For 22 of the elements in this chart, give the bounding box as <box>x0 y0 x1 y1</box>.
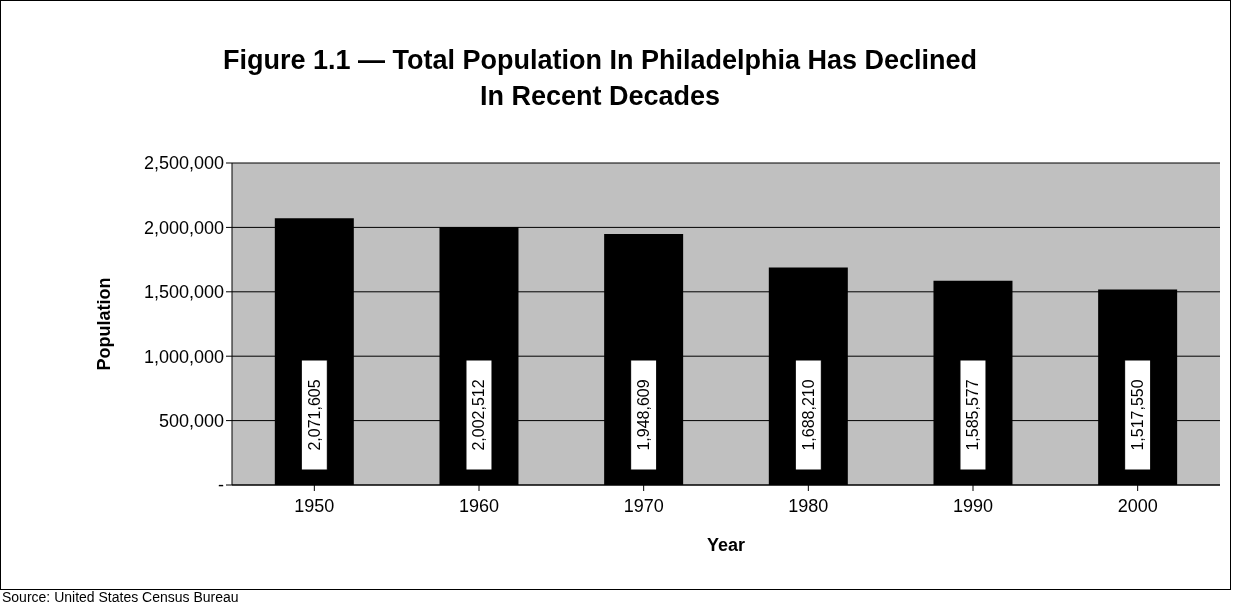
y-tick-label: 2,500,000 <box>143 153 224 174</box>
x-tick-label: 1960 <box>458 495 500 516</box>
y-axis-title: Population <box>94 277 115 371</box>
y-tick-label: 1,000,000 <box>143 346 224 367</box>
data-label: 1,585,577 <box>964 379 982 451</box>
x-tick-label: 1970 <box>623 495 664 516</box>
y-tick-label: - <box>218 475 224 496</box>
x-tick-label: 1990 <box>952 495 994 516</box>
data-label: 1,688,210 <box>799 379 817 451</box>
data-label: 2,002,512 <box>470 379 488 451</box>
source-note: Source: United States Census Bureau <box>2 589 239 605</box>
y-tick-label: 2,000,000 <box>143 217 224 238</box>
y-tick-label: 500,000 <box>158 410 224 431</box>
data-label: 1,517,550 <box>1129 379 1147 451</box>
x-axis-title: Year <box>706 535 746 555</box>
x-tick-label: 1980 <box>788 495 829 516</box>
x-tick-label: 1950 <box>294 495 335 516</box>
x-tick-label: 2000 <box>1117 495 1158 516</box>
data-label: 1,948,609 <box>635 379 653 451</box>
data-label: 2,071,605 <box>305 379 323 451</box>
y-tick-label: 1,500,000 <box>143 282 224 303</box>
chart-title: Figure 1.1 — Total Population In Philadelphia Has Declined In Recent Decades <box>221 44 979 113</box>
